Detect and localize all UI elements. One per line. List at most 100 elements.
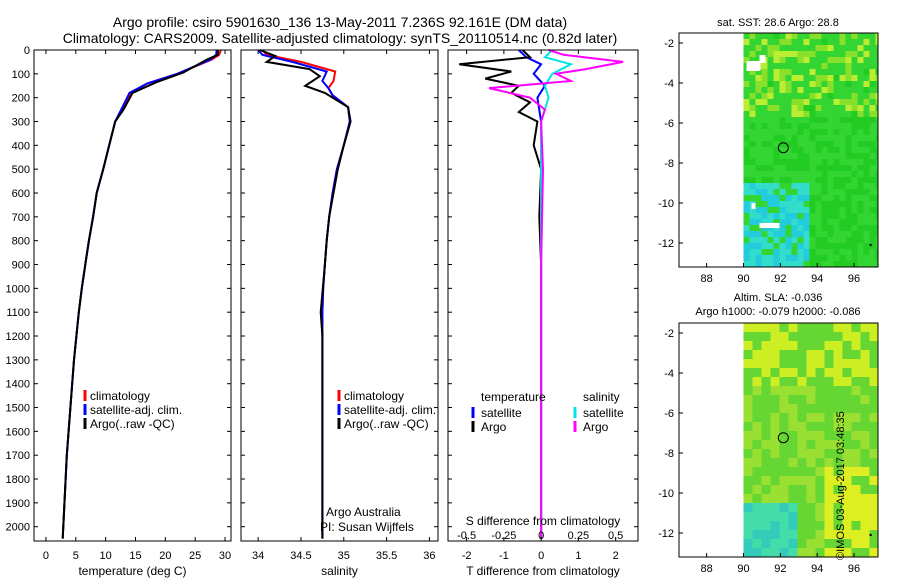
- map-cell: [833, 539, 843, 548]
- map-cell: [755, 213, 762, 219]
- map-cell: [779, 395, 789, 404]
- map-cell: [851, 359, 861, 368]
- x-tick-label: 36: [423, 550, 435, 562]
- map-cell: [860, 512, 870, 521]
- map-cell: [845, 141, 852, 147]
- map-cell: [869, 93, 876, 99]
- map-cell: [860, 521, 870, 530]
- map-cell: [749, 189, 756, 195]
- map-cell: [761, 503, 771, 512]
- map-cell: [839, 45, 846, 51]
- map-cell: [833, 51, 840, 57]
- map-cell: [749, 171, 756, 177]
- map-cell: [785, 75, 792, 81]
- map-cell: [860, 368, 870, 377]
- map-cell: [842, 467, 852, 476]
- map-cell: [863, 123, 870, 129]
- map-cell: [827, 243, 834, 249]
- depth-tick-label: 1200: [6, 331, 30, 343]
- map-cell: [803, 201, 810, 207]
- map-cell: [761, 117, 768, 123]
- map-y-tick-label: -2: [664, 38, 674, 50]
- map-cell: [821, 141, 828, 147]
- map-cell: [791, 237, 798, 243]
- map-cell: [773, 39, 780, 45]
- map-cell: [857, 213, 864, 219]
- x-tick-label-T: 0: [538, 550, 544, 562]
- map-cell: [860, 467, 870, 476]
- map-cell: [833, 81, 840, 87]
- map-cell: [833, 494, 843, 503]
- map-cell: [863, 105, 870, 111]
- map-cell: [743, 183, 750, 189]
- map-cell: [875, 129, 878, 135]
- map-cell: [839, 141, 846, 147]
- map-cell: [791, 45, 798, 51]
- map-cell: [815, 231, 822, 237]
- map-cell: [839, 177, 846, 183]
- map-cell: [833, 413, 843, 422]
- map-cell: [779, 530, 789, 539]
- map-cell: [785, 153, 792, 159]
- map-cell: [767, 45, 774, 51]
- map-cell: [761, 81, 768, 87]
- series-line-temperature-2: [61, 50, 219, 539]
- map-cell: [839, 69, 846, 75]
- map-cell: [791, 213, 798, 219]
- map-cell: [809, 249, 816, 255]
- map-cell: [815, 368, 825, 377]
- map-cell: [839, 219, 846, 225]
- map-cell: [779, 467, 789, 476]
- map-cell: [749, 135, 756, 141]
- map-cell: [851, 33, 858, 39]
- map-cell: [779, 350, 789, 359]
- map-cell: [827, 63, 834, 69]
- map-cell: [815, 117, 822, 123]
- map-cell: [785, 201, 792, 207]
- map-cell: [797, 159, 804, 165]
- map-cell: [791, 153, 798, 159]
- map-cell: [839, 159, 846, 165]
- map-cell: [833, 63, 840, 69]
- map-cell: [803, 63, 810, 69]
- legend-entry: satellite: [583, 406, 624, 420]
- map-cell: [767, 33, 774, 39]
- map-cell: [752, 548, 762, 557]
- map-cell: [797, 377, 807, 386]
- map-cell: [752, 467, 762, 476]
- map-cell: [845, 33, 852, 39]
- map-cell: [749, 237, 756, 243]
- map-cell: [857, 171, 864, 177]
- map-cell: [803, 117, 810, 123]
- map-cell: [755, 237, 762, 243]
- map-cell: [797, 467, 807, 476]
- map-cell: [791, 255, 798, 261]
- map-cell: [875, 87, 878, 93]
- map-cell: [761, 201, 768, 207]
- map-cell: [806, 431, 816, 440]
- map-cell: [833, 93, 840, 99]
- map-cell: [851, 183, 858, 189]
- map-cell: [857, 57, 864, 63]
- map-cell: [860, 377, 870, 386]
- map-cell: [809, 51, 816, 57]
- map-cell: [827, 39, 834, 45]
- map-cell: [743, 57, 750, 63]
- island-dot: [869, 243, 872, 247]
- map-cell: [857, 159, 864, 165]
- map-cell: [875, 45, 878, 51]
- map-cell: [821, 51, 828, 57]
- map-cell: [824, 359, 834, 368]
- map-cell: [791, 249, 798, 255]
- map-cell: [845, 147, 852, 153]
- map-cell: [833, 386, 843, 395]
- map-cell: [791, 63, 798, 69]
- map-cell: [803, 249, 810, 255]
- map-cell: [839, 183, 846, 189]
- map-cell: [749, 99, 756, 105]
- map-cell: [833, 261, 840, 267]
- map-cell: [779, 225, 786, 231]
- map-cell: [869, 512, 878, 521]
- map-cell: [803, 75, 810, 81]
- map-cell: [779, 237, 786, 243]
